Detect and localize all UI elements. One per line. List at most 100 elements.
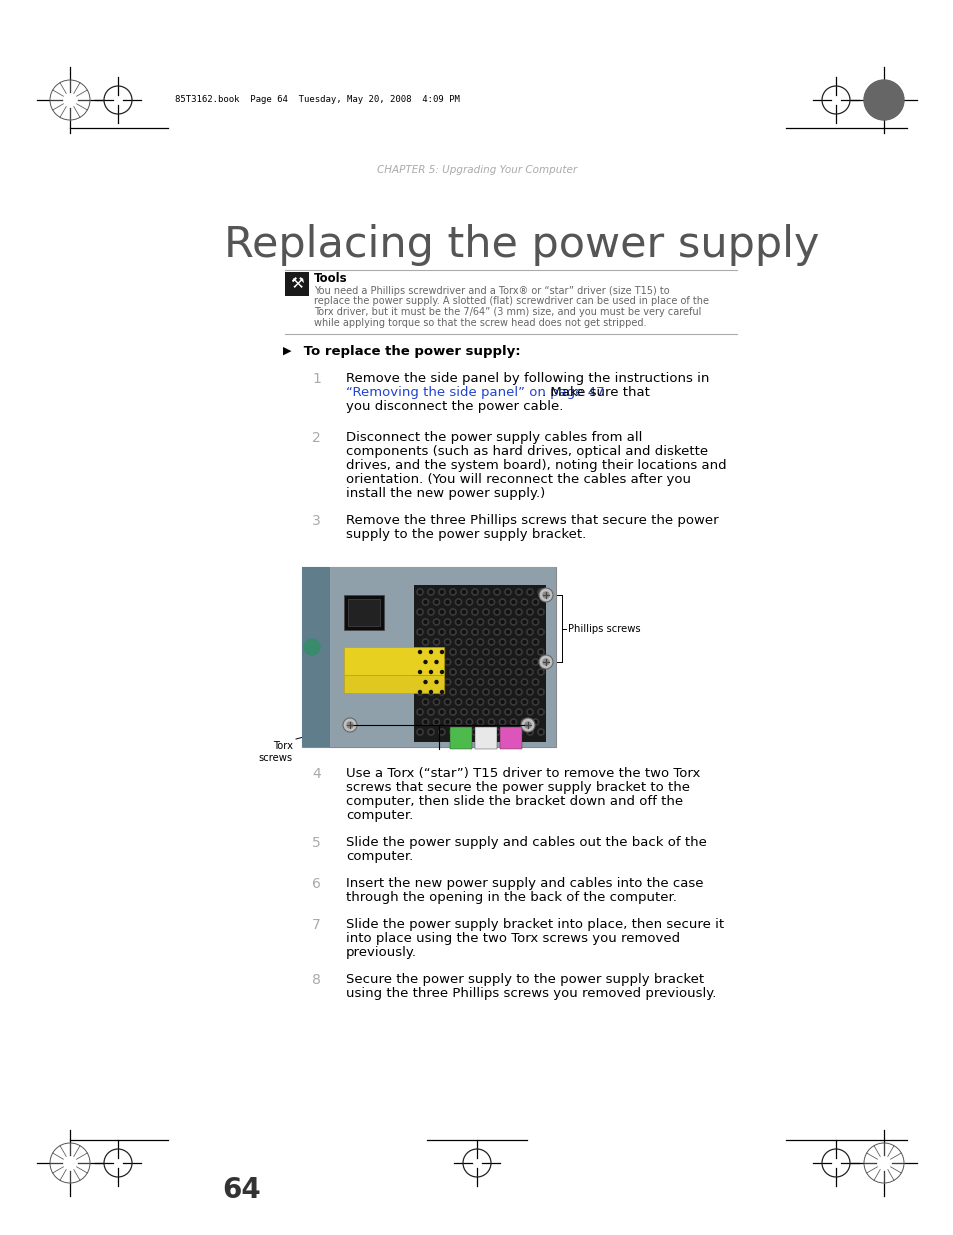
Circle shape [495,631,498,634]
Circle shape [532,599,538,605]
Circle shape [429,671,432,673]
Circle shape [522,700,525,704]
Circle shape [423,720,427,724]
Text: Tools: Tools [314,273,347,285]
Text: 2: 2 [312,431,320,445]
Circle shape [466,679,472,685]
Circle shape [433,658,439,666]
Circle shape [304,638,319,655]
Circle shape [435,641,437,643]
Text: “Removing the side panel” on page 47: “Removing the side panel” on page 47 [346,387,604,399]
Circle shape [532,719,538,725]
Circle shape [504,648,511,656]
Circle shape [449,709,456,715]
Circle shape [488,719,495,725]
Circle shape [478,720,481,724]
Circle shape [472,609,477,615]
Circle shape [522,641,525,643]
Circle shape [462,710,465,714]
Circle shape [460,648,467,656]
Circle shape [456,620,459,624]
Circle shape [472,669,477,676]
Circle shape [422,619,428,625]
Text: Replacing the power supply: Replacing the power supply [224,224,819,266]
Circle shape [444,679,450,685]
Circle shape [510,638,517,645]
Circle shape [494,629,499,635]
Circle shape [482,648,489,656]
Circle shape [488,638,495,645]
Circle shape [423,661,427,663]
Circle shape [490,641,493,643]
Circle shape [522,620,525,624]
Circle shape [444,599,450,605]
Circle shape [528,651,531,653]
Text: Use a Torx (“star”) T15 driver to remove the two Torx: Use a Torx (“star”) T15 driver to remove… [346,767,700,781]
Text: Torx
screws: Torx screws [258,741,293,762]
Circle shape [537,589,543,595]
Text: 85T3162.book  Page 64  Tuesday, May 20, 2008  4:09 PM: 85T3162.book Page 64 Tuesday, May 20, 20… [174,95,459,105]
Circle shape [482,629,489,635]
Circle shape [482,689,489,695]
Circle shape [429,590,432,594]
Circle shape [468,700,471,704]
Circle shape [539,610,542,614]
Circle shape [495,730,498,734]
Circle shape [510,599,517,605]
Circle shape [466,719,472,725]
Circle shape [484,710,487,714]
Circle shape [456,680,459,683]
Circle shape [476,619,483,625]
Circle shape [455,638,461,645]
Circle shape [444,699,450,705]
Circle shape [510,699,517,705]
Circle shape [504,609,511,615]
Circle shape [494,669,499,676]
Circle shape [418,730,421,734]
Circle shape [478,600,481,604]
Circle shape [490,600,493,604]
Circle shape [418,610,421,614]
Circle shape [526,669,533,676]
Circle shape [476,658,483,666]
Circle shape [488,679,495,685]
Circle shape [526,589,533,595]
Circle shape [510,658,517,666]
Circle shape [416,709,423,715]
Circle shape [462,671,465,673]
Circle shape [433,699,439,705]
Circle shape [476,699,483,705]
Circle shape [494,689,499,695]
Text: Disconnect the power supply cables from all: Disconnect the power supply cables from … [346,431,641,445]
Circle shape [534,661,537,663]
Circle shape [455,719,461,725]
Text: 6: 6 [312,877,320,890]
Circle shape [427,648,434,656]
Circle shape [451,610,454,614]
Circle shape [438,629,445,635]
Circle shape [538,588,553,601]
Circle shape [534,620,537,624]
Circle shape [510,719,517,725]
Circle shape [440,690,443,694]
Circle shape [522,680,525,683]
Circle shape [495,690,498,694]
Circle shape [517,690,520,694]
Circle shape [440,730,443,734]
Circle shape [440,631,443,634]
Text: You need a Phillips screwdriver and a Torx® or “star” driver (size T15) to: You need a Phillips screwdriver and a To… [314,287,669,296]
Circle shape [494,709,499,715]
Circle shape [444,658,450,666]
Circle shape [539,671,542,673]
Circle shape [539,651,542,653]
Circle shape [516,589,521,595]
Circle shape [542,592,548,598]
Circle shape [504,589,511,595]
Circle shape [462,651,465,653]
Circle shape [433,619,439,625]
Circle shape [488,619,495,625]
Circle shape [494,589,499,595]
Circle shape [498,638,505,645]
Circle shape [537,689,543,695]
Circle shape [468,720,471,724]
